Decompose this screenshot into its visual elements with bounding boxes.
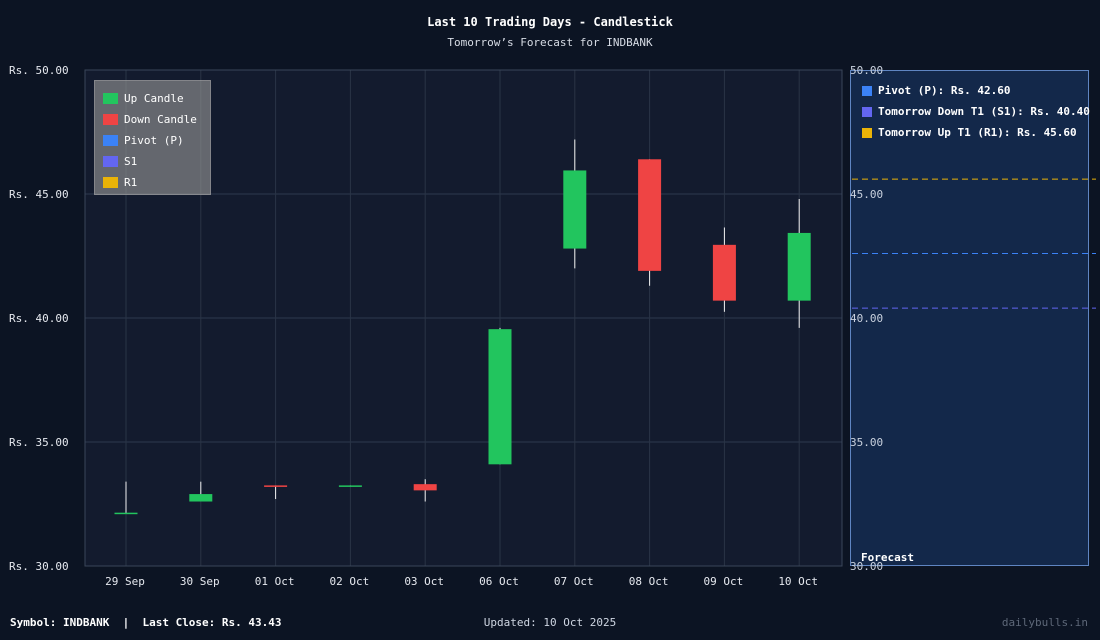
legend-item-up: Up Candle xyxy=(103,88,210,109)
right-y-tick-label: 50.00 xyxy=(850,64,883,77)
forecast-label-s1: Tomorrow Down T1 (S1): Rs. 40.40 xyxy=(878,105,1090,118)
chart-subtitle: Tomorrow’s Forecast for INDBANK xyxy=(447,36,653,49)
right-y-tick-label: 45.00 xyxy=(850,188,883,201)
x-tick-label: 01 Oct xyxy=(255,575,295,588)
y-tick-label: Rs. 35.00 xyxy=(9,436,69,449)
candle-body xyxy=(712,244,736,301)
x-tick-label: 29 Sep xyxy=(105,575,145,588)
y-tick-label: Rs. 50.00 xyxy=(9,64,69,77)
candle-body xyxy=(114,512,138,515)
chart-legend: Up Candle Down Candle Pivot (P) S1 R1 xyxy=(94,80,211,195)
x-tick-label: 06 Oct xyxy=(479,575,519,588)
legend-item-s1: S1 xyxy=(103,151,210,172)
legend-label-pivot: Pivot (P) xyxy=(124,134,184,147)
legend-swatch-s1 xyxy=(103,156,118,167)
plot-border xyxy=(84,69,843,567)
candle-body xyxy=(338,485,362,487)
right-y-tick-label: 35.00 xyxy=(850,436,883,449)
forecast-swatch-r1 xyxy=(862,127,872,138)
forecast-swatch-pivot xyxy=(862,85,872,96)
legend-swatch-pivot xyxy=(103,135,118,146)
forecast-swatch-s1 xyxy=(862,106,872,117)
x-tick-label: 02 Oct xyxy=(330,575,370,588)
candle-body xyxy=(189,494,213,502)
x-tick-label: 09 Oct xyxy=(704,575,744,588)
candle-body xyxy=(787,232,811,301)
candle-body xyxy=(638,159,662,271)
forecast-item-s1: Tomorrow Down T1 (S1): Rs. 40.40 xyxy=(862,101,1090,122)
legend-label-down: Down Candle xyxy=(124,113,197,126)
y-tick-label: Rs. 45.00 xyxy=(9,188,69,201)
forecast-label: Forecast xyxy=(861,551,914,564)
candle-body xyxy=(488,329,512,465)
legend-label-s1: S1 xyxy=(124,155,138,168)
candle-body xyxy=(264,485,288,487)
x-tick-label: 10 Oct xyxy=(778,575,818,588)
forecast-panel xyxy=(850,70,1089,566)
chart-title: Last 10 Trading Days - Candlestick xyxy=(427,15,673,29)
y-tick-label: Rs. 40.00 xyxy=(9,312,69,325)
legend-swatch-up xyxy=(103,93,118,104)
forecast-legend: Pivot (P): Rs. 42.60 Tomorrow Down T1 (S… xyxy=(862,80,1090,143)
legend-item-r1: R1 xyxy=(103,172,210,193)
legend-swatch-down xyxy=(103,114,118,125)
candle-body xyxy=(413,484,437,491)
symbol-info: Symbol: INDBANK | Last Close: Rs. 43.43 xyxy=(10,616,282,629)
x-tick-label: 08 Oct xyxy=(629,575,669,588)
forecast-item-pivot: Pivot (P): Rs. 42.60 xyxy=(862,80,1090,101)
legend-label-up: Up Candle xyxy=(124,92,184,105)
candle-body xyxy=(563,170,587,249)
forecast-label-r1: Tomorrow Up T1 (R1): Rs. 45.60 xyxy=(878,126,1077,139)
x-tick-label: 03 Oct xyxy=(404,575,444,588)
legend-item-pivot: Pivot (P) xyxy=(103,130,210,151)
right-y-tick-label: 40.00 xyxy=(850,312,883,325)
legend-item-down: Down Candle xyxy=(103,109,210,130)
forecast-label-pivot: Pivot (P): Rs. 42.60 xyxy=(878,84,1011,97)
updated-date: Updated: 10 Oct 2025 xyxy=(483,616,617,629)
forecast-item-r1: Tomorrow Up T1 (R1): Rs. 45.60 xyxy=(862,122,1090,143)
y-tick-label: Rs. 30.00 xyxy=(9,560,69,573)
legend-label-r1: R1 xyxy=(124,176,138,189)
legend-swatch-r1 xyxy=(103,177,118,188)
right-y-tick-label: 30.00 xyxy=(850,560,883,573)
x-tick-label: 30 Sep xyxy=(180,575,220,588)
brand-watermark: dailybulls.in xyxy=(1001,616,1088,629)
x-tick-label: 07 Oct xyxy=(554,575,594,588)
